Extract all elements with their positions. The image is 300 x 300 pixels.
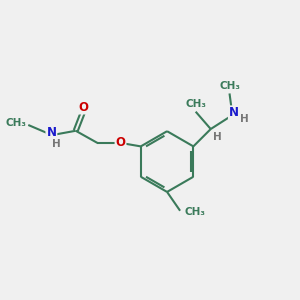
Text: H: H — [240, 114, 248, 124]
Text: CH₃: CH₃ — [6, 118, 27, 128]
Text: CH₃: CH₃ — [184, 207, 206, 217]
Text: H: H — [52, 139, 60, 149]
Text: CH₃: CH₃ — [219, 81, 240, 91]
Text: H: H — [213, 132, 221, 142]
Text: O: O — [79, 100, 89, 114]
Text: N: N — [46, 126, 56, 139]
Text: N: N — [229, 106, 239, 119]
Text: CH₃: CH₃ — [185, 99, 206, 110]
Text: O: O — [116, 136, 125, 149]
